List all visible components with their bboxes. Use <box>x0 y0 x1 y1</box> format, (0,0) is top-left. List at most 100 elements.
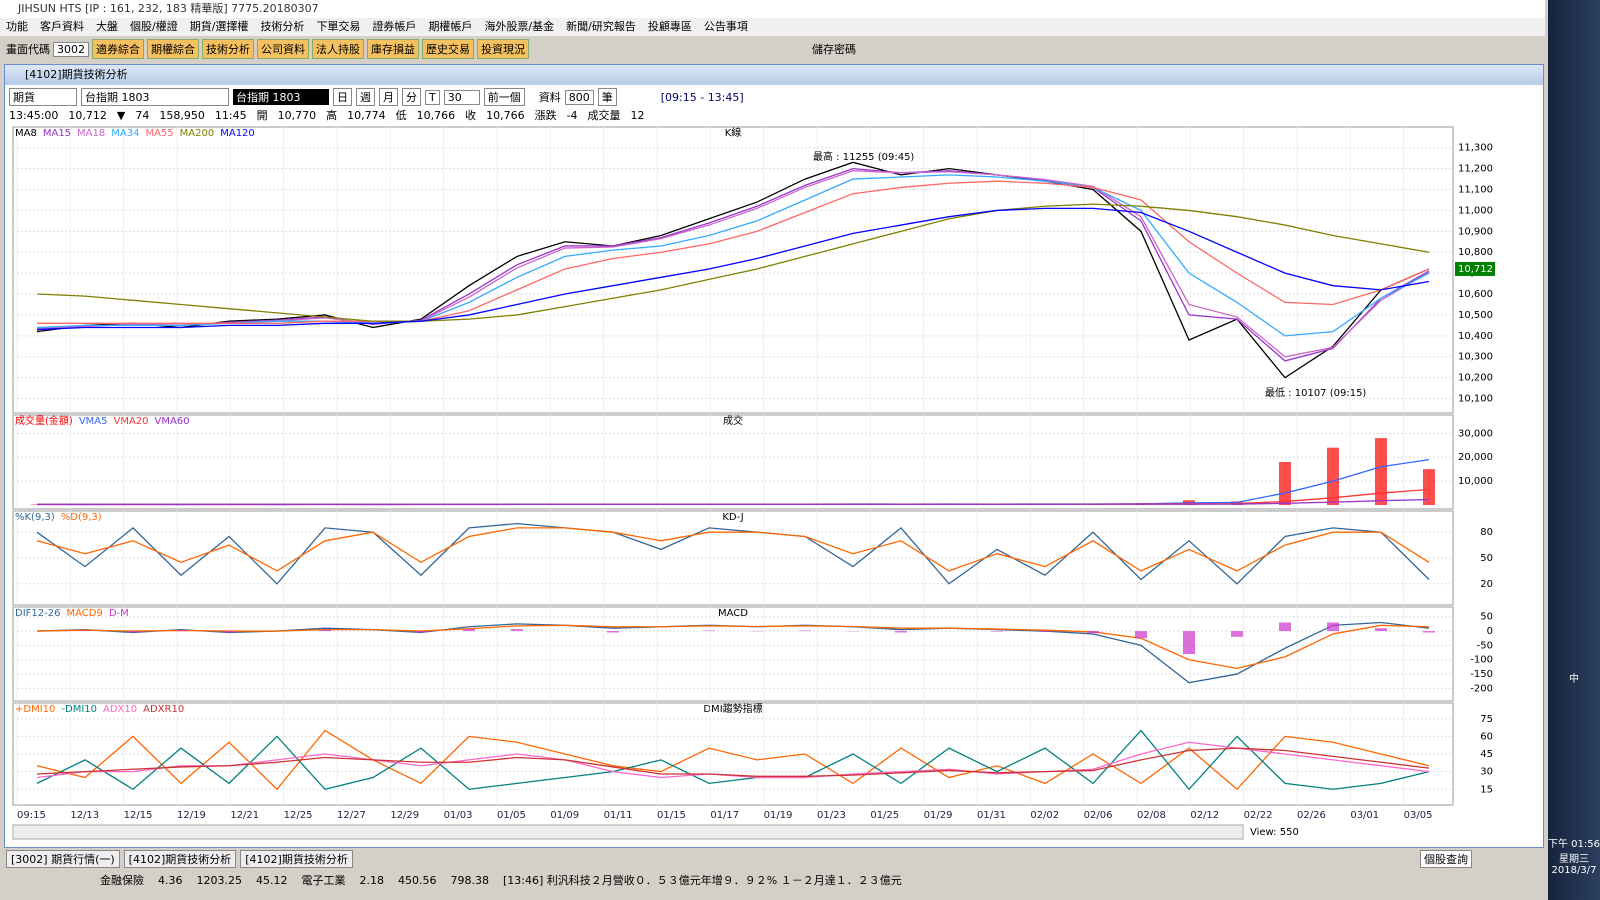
toolbar-button[interactable]: 適券綜合 <box>92 39 144 59</box>
legend-entry: MA120 <box>220 128 255 139</box>
series-line <box>36 624 1430 669</box>
x-tick-label: 12/27 <box>337 810 366 821</box>
y-tick-label: 10,400 <box>1458 331 1493 342</box>
series-line <box>36 729 1430 791</box>
tab[interactable]: [4102]期貨技術分析 <box>240 850 353 868</box>
menu-item[interactable]: 投顧專區 <box>647 20 692 33</box>
x-tick-label: 01/15 <box>657 810 686 821</box>
y-tick-label: 10,200 <box>1458 373 1493 384</box>
clock-weekday: 星期三 <box>1559 854 1589 865</box>
bar <box>1135 631 1147 639</box>
x-tick-label: 02/08 <box>1137 810 1166 821</box>
x-tick-label: 02/12 <box>1190 810 1219 821</box>
toolbar-button[interactable]: 庫存損益 <box>367 39 419 59</box>
status-item: 798.38 <box>450 873 490 887</box>
quote-field: 10,712 <box>68 108 107 122</box>
bar <box>1039 631 1051 632</box>
menu-item[interactable]: 功能 <box>6 20 28 33</box>
quote-field: -4 <box>566 108 578 122</box>
y-tick-label: 10,800 <box>1458 247 1493 258</box>
x-tick-label: 12/19 <box>177 810 206 821</box>
menu-item[interactable]: 海外股票/基金 <box>484 20 555 33</box>
legend-entry: DIF12-26 <box>15 608 60 619</box>
toolbar-button[interactable]: 歷史交易 <box>422 39 474 59</box>
bar <box>1327 447 1339 505</box>
period-button[interactable]: 月 <box>379 88 398 106</box>
menu-item[interactable]: 大盤 <box>96 20 118 33</box>
x-tick-label: 02/26 <box>1297 810 1326 821</box>
status-bar: 金融保險 4.36 1203.25 45.12 電子工業 2.18 450.56 798.38… <box>100 872 902 888</box>
data-count: 800 <box>564 89 594 105</box>
period-button[interactable]: 日 <box>333 88 352 106</box>
x-tick-label: 03/05 <box>1404 810 1433 821</box>
y-tick-label: 20 <box>1480 579 1493 590</box>
status-item: 450.56 <box>398 873 437 887</box>
tab[interactable]: [4102]期貨技術分析 <box>123 850 237 868</box>
controls: 期貨 台指期 1803 台指期 1803 日週月分 T 30 前一個 資料 800 筆 [09:15… <box>9 88 744 106</box>
menu-item[interactable]: 公告事項 <box>703 20 748 33</box>
bar <box>1231 631 1243 637</box>
toolbar-button[interactable]: 技術分析 <box>202 39 254 59</box>
quote-field: 13:45:00 <box>9 108 59 122</box>
menu-item[interactable]: 個股/權證 <box>130 20 178 33</box>
legend-entry: ADXR10 <box>143 704 184 715</box>
x-tick-label: 12/13 <box>70 810 99 821</box>
legend-entry: MA18 <box>77 128 105 139</box>
period-button[interactable]: 週 <box>356 88 375 106</box>
quote-field: 漲跌 <box>534 109 557 122</box>
y-tick-label: 30,000 <box>1458 428 1493 439</box>
legend-entry: MA55 <box>145 128 173 139</box>
period-button[interactable]: 分 <box>402 88 421 106</box>
bar <box>1423 631 1435 633</box>
series-line <box>36 527 1430 572</box>
legend-entry: ADX10 <box>103 704 137 715</box>
tab[interactable]: [3002] 期貨行情(一) <box>6 850 120 868</box>
quote-row: 13:45:00 10,712 ▼ 74 158,950 11:45 開 10,770 高 10,… <box>9 107 645 123</box>
news-ticker: [13:46] 利汎科技２月營收０．５３億元年增９．９２% １－２月達１．２３億… <box>503 874 902 887</box>
toolbar-button[interactable]: 期權綜合 <box>147 39 199 59</box>
code-label: 畫面代碼 <box>6 43 50 56</box>
code-input[interactable]: 3002 <box>53 41 89 57</box>
series-line <box>36 741 1430 779</box>
save-password[interactable]: 儲存密碼 <box>812 43 856 56</box>
x-tick-label: 01/11 <box>604 810 633 821</box>
y-tick-label: -100 <box>1470 655 1493 666</box>
session: [09:15 - 13:45] <box>660 90 744 104</box>
symbol-select[interactable]: 台指期 1803 <box>81 88 229 106</box>
y-tick-label: 10,300 <box>1458 352 1493 363</box>
panel-frame <box>12 414 1454 510</box>
period-button[interactable]: T <box>425 89 440 105</box>
legend-entry: -DMI10 <box>61 704 97 715</box>
menu-item[interactable]: 下單交易 <box>316 20 361 33</box>
toolbar-button[interactable]: 投資現況 <box>477 39 529 59</box>
y-tick-label: 10,900 <box>1458 226 1493 237</box>
menu-item[interactable]: 新聞/研究報告 <box>566 20 636 33</box>
toolbar-button[interactable]: 法人持股 <box>312 39 364 59</box>
panel-title: KD-J <box>722 512 743 523</box>
menu-item[interactable]: 技術分析 <box>260 20 305 33</box>
panel-title: 成交 <box>723 414 743 427</box>
minutes-select[interactable]: 30 <box>443 89 480 105</box>
x-tick-label: 01/23 <box>817 810 846 821</box>
stock-query[interactable]: 個股查詢 <box>1420 850 1472 868</box>
market-select[interactable]: 期貨 <box>9 88 77 106</box>
quote-field: 10,766 <box>416 108 456 122</box>
toolbar-button[interactable]: 公司資料 <box>257 39 309 59</box>
y-tick-label: 20,000 <box>1458 452 1493 463</box>
quote-field: 74 <box>135 108 150 122</box>
series-line <box>36 161 1430 379</box>
series-line <box>36 522 1430 585</box>
prev-button[interactable]: 前一個 <box>483 88 525 106</box>
quote-field: ▼ <box>116 108 126 122</box>
bar <box>895 631 907 633</box>
y-tick-label: -150 <box>1470 669 1493 680</box>
menu-item[interactable]: 期權帳戶 <box>428 20 473 33</box>
menu-item[interactable]: 客戶資料 <box>40 20 84 33</box>
bar <box>127 631 139 633</box>
menu-item[interactable]: 期貨/選擇權 <box>189 20 249 33</box>
high-annotation: 最高 : 11255 (09:45) <box>813 150 914 163</box>
status-item: 電子工業 <box>301 874 346 887</box>
menu-item[interactable]: 證券帳戶 <box>372 20 417 33</box>
y-tick-label: 30 <box>1480 767 1493 778</box>
